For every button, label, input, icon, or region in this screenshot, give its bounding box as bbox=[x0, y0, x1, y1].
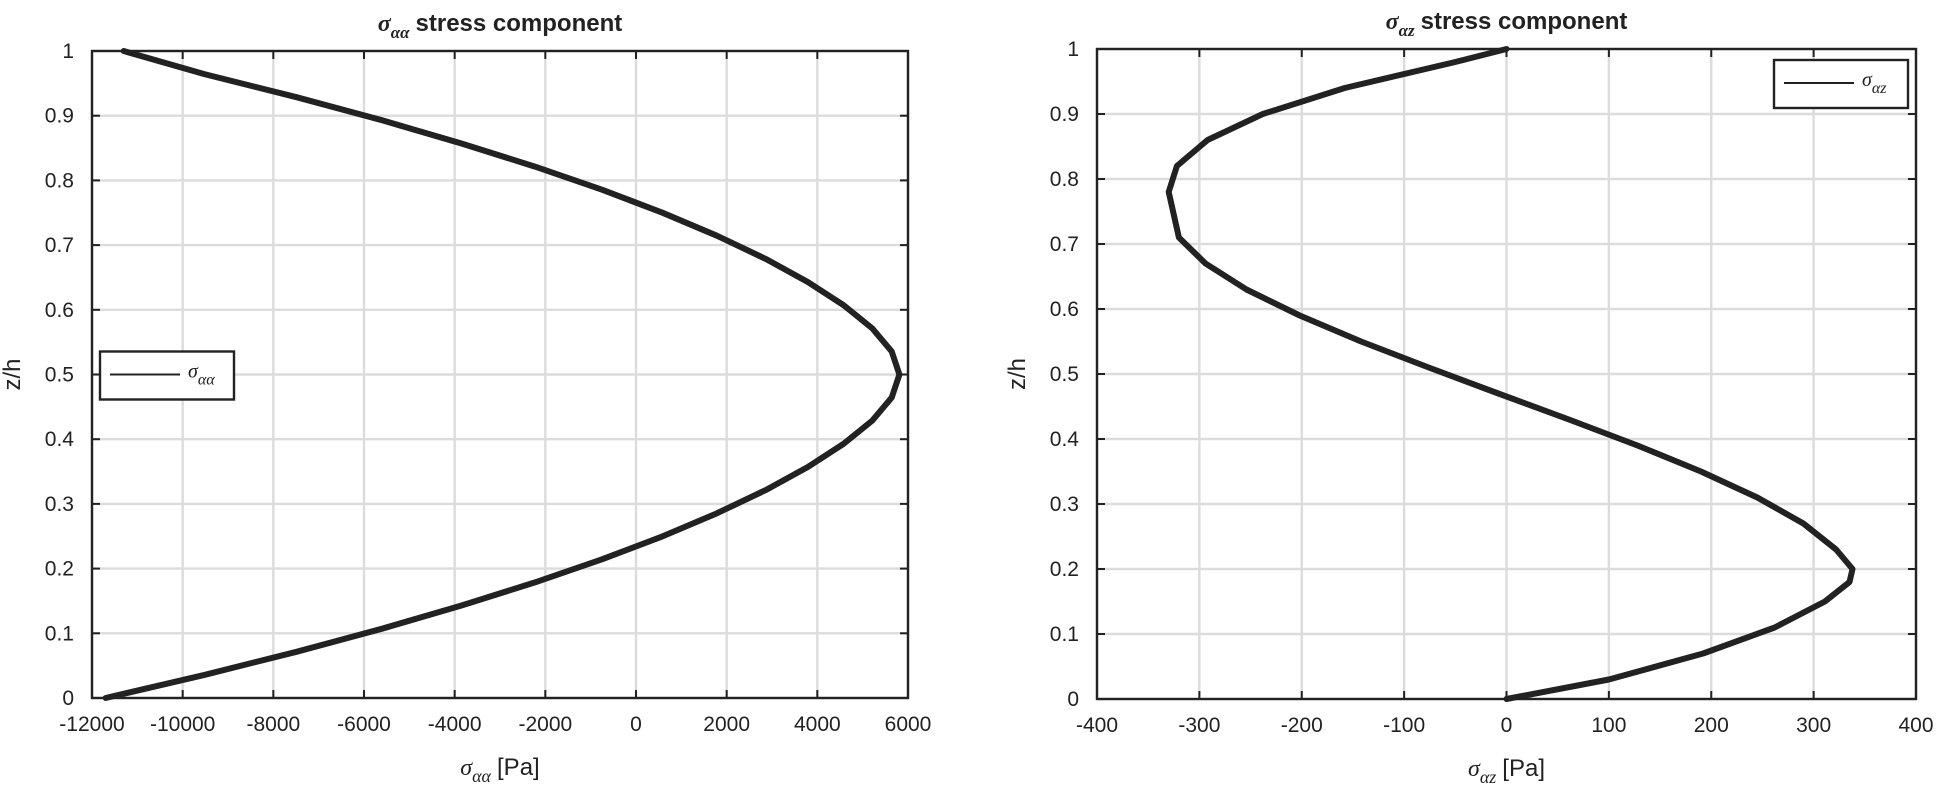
y-tick-label: 0.5 bbox=[1050, 363, 1079, 386]
y-tick-label: 0.7 bbox=[45, 234, 74, 257]
x-tick-label: -400 bbox=[1076, 714, 1118, 737]
legend-label: σαz bbox=[1862, 69, 1887, 97]
x-tick-label: -2000 bbox=[518, 713, 572, 736]
chart-panel-1: -12000 -10000 -8000 -6000 -4000 -2000 0 2000 400… bbox=[0, 10, 931, 786]
y-tick-label: 1 bbox=[62, 40, 74, 63]
y-tick-label: 0.2 bbox=[45, 558, 74, 581]
y-tick-label: 0 bbox=[62, 687, 74, 710]
x-tick-label: -6000 bbox=[337, 713, 391, 736]
x-axis-label: σαα [Pa] bbox=[460, 754, 539, 786]
y-tick-label: 0.1 bbox=[1050, 623, 1079, 646]
y-tick-label: 0.4 bbox=[45, 428, 75, 451]
chart-title: σαα stress component bbox=[378, 10, 622, 42]
x-tick-label: -200 bbox=[1281, 714, 1323, 737]
chart-panel-2: -400 -300 -200 -100 0 100 200 300 400 0 0.1 0.2 0.3 0… bbox=[1004, 8, 1934, 787]
x-tick-label: -4000 bbox=[428, 713, 482, 736]
series-line-1 bbox=[1165, 46, 1856, 702]
x-tick-label: 300 bbox=[1796, 714, 1831, 737]
x-tick-label: -8000 bbox=[246, 713, 300, 736]
x-tick-label: -12000 bbox=[59, 713, 124, 736]
y-tick-label: 0.9 bbox=[45, 105, 74, 128]
y-tick-label: 0.8 bbox=[1050, 168, 1079, 191]
series-line-1 bbox=[102, 48, 903, 701]
chart-title: σαz stress component bbox=[1386, 8, 1628, 40]
y-tick-label: 0.3 bbox=[45, 493, 74, 516]
y-tick-label: 1 bbox=[1067, 38, 1079, 61]
axes-box bbox=[1095, 47, 1918, 701]
x-tick-label: -10000 bbox=[150, 713, 215, 736]
x-tick-label: 400 bbox=[1898, 714, 1933, 737]
y-tick-label: 0.4 bbox=[1050, 428, 1080, 451]
y-tick-label: 0.8 bbox=[45, 169, 74, 192]
y-tick-label: 0 bbox=[1067, 688, 1079, 711]
x-tick-label: 2000 bbox=[703, 713, 750, 736]
y-tick-label: 0.6 bbox=[45, 299, 74, 322]
x-tick-label: 6000 bbox=[885, 713, 932, 736]
x-tick-label: -300 bbox=[1178, 714, 1220, 737]
y-axis-label: z/h bbox=[1004, 358, 1031, 390]
x-axis-label: σαz [Pa] bbox=[1468, 755, 1545, 787]
y-axis-label: z/h bbox=[0, 358, 26, 390]
y-tick-label: 0.1 bbox=[45, 622, 74, 645]
x-tick-label: 200 bbox=[1694, 714, 1729, 737]
y-tick-label: 0.3 bbox=[1050, 493, 1079, 516]
x-tick-label: 100 bbox=[1591, 714, 1626, 737]
y-tick-label: 0.9 bbox=[1050, 103, 1079, 126]
y-tick-label: 0.6 bbox=[1050, 298, 1079, 321]
y-tick-label: 0.5 bbox=[45, 364, 74, 387]
x-tick-label: 0 bbox=[630, 713, 642, 736]
x-tick-label: 4000 bbox=[794, 713, 841, 736]
y-tick-label: 0.2 bbox=[1050, 558, 1079, 581]
legend-label: σαα bbox=[188, 361, 215, 389]
x-tick-label: 0 bbox=[1501, 714, 1513, 737]
x-tick-label: -100 bbox=[1383, 714, 1425, 737]
legend: σαz bbox=[1772, 58, 1910, 110]
y-tick-label: 0.7 bbox=[1050, 233, 1079, 256]
axes-box bbox=[90, 49, 910, 700]
legend: σαα bbox=[98, 350, 236, 401]
